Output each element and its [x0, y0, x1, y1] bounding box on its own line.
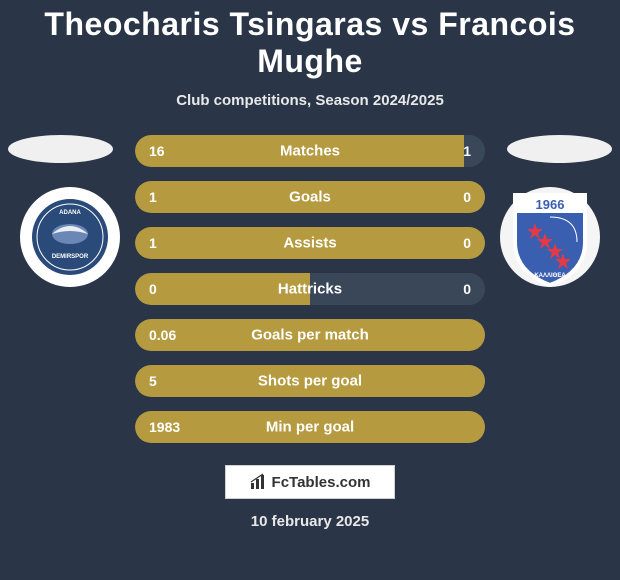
- stat-value-left: 16: [149, 143, 165, 159]
- subtitle: Club competitions, Season 2024/2025: [0, 92, 620, 109]
- left-shadow-ellipse: [8, 135, 113, 163]
- stat-label: Matches: [280, 143, 340, 160]
- stat-value-left: 0.06: [149, 327, 176, 343]
- stat-row: 0 0 Hattricks: [135, 273, 485, 305]
- page-title: Theocharis Tsingaras vs Francois Mughe: [0, 0, 620, 80]
- stat-label: Goals: [289, 189, 331, 206]
- stat-value-left: 1: [149, 235, 157, 251]
- kallithea-crest-icon: 1966 ΚΑΛΛΙΘΕΑ: [505, 187, 595, 287]
- svg-text:1966: 1966: [536, 197, 565, 212]
- comparison-area: DEMIRSPOR ADANA 1966 ΚΑΛΛΙΘΕΑ 16 1 Matches…: [0, 135, 620, 443]
- date-text: 10 february 2025: [0, 513, 620, 530]
- stat-label: Goals per match: [251, 327, 369, 344]
- stat-value-left: 5: [149, 373, 157, 389]
- svg-text:ADANA: ADANA: [59, 210, 81, 216]
- stat-row: 1 0 Assists: [135, 227, 485, 259]
- stat-value-left: 1: [149, 189, 157, 205]
- stat-label: Shots per goal: [258, 373, 362, 390]
- svg-text:ΚΑΛΛΙΘΕΑ: ΚΑΛΛΙΘΕΑ: [534, 273, 566, 279]
- fctables-logo: FcTables.com: [225, 465, 395, 499]
- stat-value-left: 1983: [149, 419, 180, 435]
- stat-row: 1 0 Goals: [135, 181, 485, 213]
- stat-label: Min per goal: [266, 419, 354, 436]
- chart-icon: [250, 473, 268, 491]
- stat-value-right: 0: [463, 281, 471, 297]
- stat-label: Assists: [283, 235, 336, 252]
- stat-value-left: 0: [149, 281, 157, 297]
- adana-demirspor-crest-icon: DEMIRSPOR ADANA: [31, 198, 109, 276]
- left-club-badge: DEMIRSPOR ADANA: [20, 187, 120, 287]
- footer-brand-text: FcTables.com: [272, 474, 371, 491]
- stat-row: 1983 Min per goal: [135, 411, 485, 443]
- stat-label: Hattricks: [278, 281, 342, 298]
- stat-row: 16 1 Matches: [135, 135, 485, 167]
- stat-row: 0.06 Goals per match: [135, 319, 485, 351]
- stat-value-right: 1: [463, 143, 471, 159]
- stat-rows: 16 1 Matches 1 0 Goals 1 0 Assists 0 0 Hattricks 0.0…: [135, 135, 485, 443]
- stat-row: 5 Shots per goal: [135, 365, 485, 397]
- right-shadow-ellipse: [507, 135, 612, 163]
- stat-value-right: 0: [463, 189, 471, 205]
- right-club-badge: 1966 ΚΑΛΛΙΘΕΑ: [500, 187, 600, 287]
- stat-value-right: 0: [463, 235, 471, 251]
- svg-text:DEMIRSPOR: DEMIRSPOR: [52, 254, 89, 260]
